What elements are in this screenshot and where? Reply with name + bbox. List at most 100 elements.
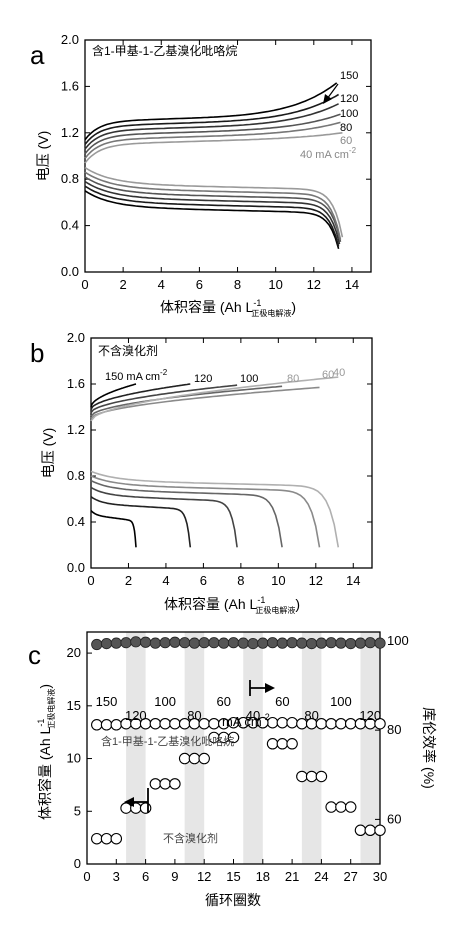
shaded-region-4 — [360, 632, 380, 864]
y-left-tick-label: 5 — [74, 803, 81, 818]
shaded-region-1 — [184, 632, 205, 864]
capacity-point-with-additive — [276, 716, 289, 729]
charge-curve-5 — [84, 132, 343, 164]
panel-b-legend-title: 不含溴化剂 — [98, 343, 158, 358]
capacity-point-with-additive — [91, 719, 103, 731]
capacity-point-with-additive — [100, 719, 113, 731]
capacity-point-with-additive — [335, 717, 347, 730]
x-tick-label: 0 — [83, 869, 90, 884]
x-tick-label: 8 — [234, 277, 241, 292]
capacity-point-with-additive — [169, 717, 181, 730]
panel-c-label-without-additive: 不含溴化剂 — [163, 831, 218, 845]
series-label-2: 100 — [240, 373, 258, 385]
charge-curve-2 — [84, 103, 339, 150]
capacity-point-without-additive — [159, 778, 171, 790]
capacity-point-without-additive — [149, 778, 162, 790]
x-tick-label: 3 — [113, 869, 120, 884]
label-arrow — [326, 83, 339, 100]
efficiency-point — [149, 637, 161, 649]
y-right-tick-label: 100 — [387, 633, 409, 648]
efficiency-point — [100, 637, 113, 650]
x-tick-label: 10 — [271, 573, 285, 588]
capacity-point-without-additive — [286, 738, 298, 750]
x-tick-label: 9 — [171, 869, 178, 884]
discharge-curve-2 — [90, 486, 238, 548]
y-tick-label: 0.4 — [61, 218, 79, 233]
charge-curve-3 — [90, 385, 283, 417]
panel-c-ylabel-left-sup: -1 — [36, 719, 46, 727]
x-tick-label: 6 — [142, 869, 149, 884]
series-label-3: 80 — [287, 373, 299, 385]
charge-curve-3 — [84, 113, 341, 155]
efficiency-point — [237, 637, 249, 649]
efficiency-point — [169, 636, 181, 648]
discharge-curve-3 — [84, 176, 342, 242]
panel-c-ylabel-left-sub: 正极电解液 — [46, 689, 56, 729]
shaded-region-0 — [126, 632, 146, 864]
y-tick-label: 1.6 — [67, 376, 85, 391]
x-tick-label: 6 — [200, 573, 207, 588]
capacity-point-without-additive — [139, 802, 152, 814]
panel-b-ylabel-text: 电压 (V) — [40, 428, 56, 479]
y-tick-label: 0.4 — [67, 514, 85, 529]
capacity-point-without-additive — [374, 824, 386, 837]
panel-c-unit-main: mA cm — [222, 714, 262, 729]
panel-b-xlabel-main: 体积容量 (Ah L — [164, 596, 258, 612]
charge-curve-1 — [90, 383, 191, 410]
efficiency-point — [140, 636, 152, 648]
y-tick-label: 0.8 — [61, 171, 79, 186]
capacity-point-without-additive — [364, 824, 376, 837]
efficiency-point — [91, 638, 103, 651]
discharge-curve-0 — [84, 190, 340, 250]
panel-c-current-density-labels: 150 120 100 80 60 40 60 80 100 120 — [96, 694, 381, 723]
panel-c-xlabel: 循环圈数 — [205, 892, 261, 908]
panel-a-xlabel-close: ) — [291, 299, 296, 315]
current-density-label-9: 120 — [359, 708, 381, 723]
panel-b-frame — [90, 337, 373, 569]
y-tick-label: 2.0 — [67, 330, 85, 345]
panel-a-frame — [84, 39, 372, 273]
capacity-point-with-additive — [286, 716, 298, 729]
capacity-point-without-additive — [110, 832, 123, 845]
capacity-point-without-additive — [178, 752, 191, 765]
charge-curve-5 — [90, 376, 339, 422]
panel-a-label: a — [30, 40, 45, 70]
efficiency-point — [120, 637, 132, 649]
efficiency-point — [374, 637, 386, 649]
panel-a-xlabel-main: 体积容量 (Ah L — [160, 299, 254, 315]
y-tick-label: 1.2 — [61, 125, 79, 140]
capacity-point-without-additive — [198, 752, 210, 765]
panel-a-ylabel: 电压 (V) — [35, 131, 51, 182]
discharge-curve-3 — [90, 479, 283, 548]
panel-b-ticks: 0 2 4 6 8 10 12 14 0.0 0.4 0.8 1.2 1.6 2.0 — [67, 330, 372, 588]
efficiency-point — [130, 636, 142, 648]
y-tick-label: 0.8 — [67, 468, 85, 483]
capacity-point-without-additive — [169, 778, 181, 790]
x-tick-label: 24 — [314, 869, 328, 884]
charge-curve-4 — [84, 121, 341, 159]
x-tick-label: 4 — [158, 277, 165, 292]
current-density-label-4: 60 — [216, 694, 230, 709]
efficiency-point — [364, 637, 376, 649]
y-tick-label: 0.0 — [61, 264, 79, 279]
panel-b-xlabel-sup: -1 — [257, 595, 265, 605]
series-label-3: 80 — [340, 122, 352, 134]
capacity-point-without-additive — [100, 832, 113, 845]
y-left-tick-label: 15 — [67, 698, 81, 713]
efficiency-point — [286, 637, 298, 649]
x-tick-label: 6 — [196, 277, 203, 292]
panel-a: a 0 2 4 6 8 10 12 14 0.0 0.4 0.8 1.2 1.6 2.0 含1-甲基-1-… — [30, 32, 372, 318]
efficiency-point — [247, 637, 259, 650]
panel-a-ticks: 0 2 4 6 8 10 12 14 0.0 0.4 0.8 1.2 1.6 2.0 — [61, 32, 371, 292]
efficiency-point — [345, 637, 357, 650]
x-tick-label: 27 — [343, 869, 357, 884]
panel-c-unit-label: mA cm-2 — [222, 712, 270, 729]
capacity-point-with-additive — [149, 717, 162, 730]
current-density-label-5: 40 — [246, 708, 260, 723]
panel-b-ylabel: 电压 (V) — [40, 428, 56, 479]
x-tick-label: 0 — [87, 573, 94, 588]
efficiency-point — [179, 637, 191, 649]
panel-c-label-with-additive: 含1-甲基-1-乙基溴化吡咯烷 — [101, 734, 234, 748]
x-tick-label: 30 — [373, 869, 387, 884]
y-tick-label: 1.6 — [61, 78, 79, 93]
